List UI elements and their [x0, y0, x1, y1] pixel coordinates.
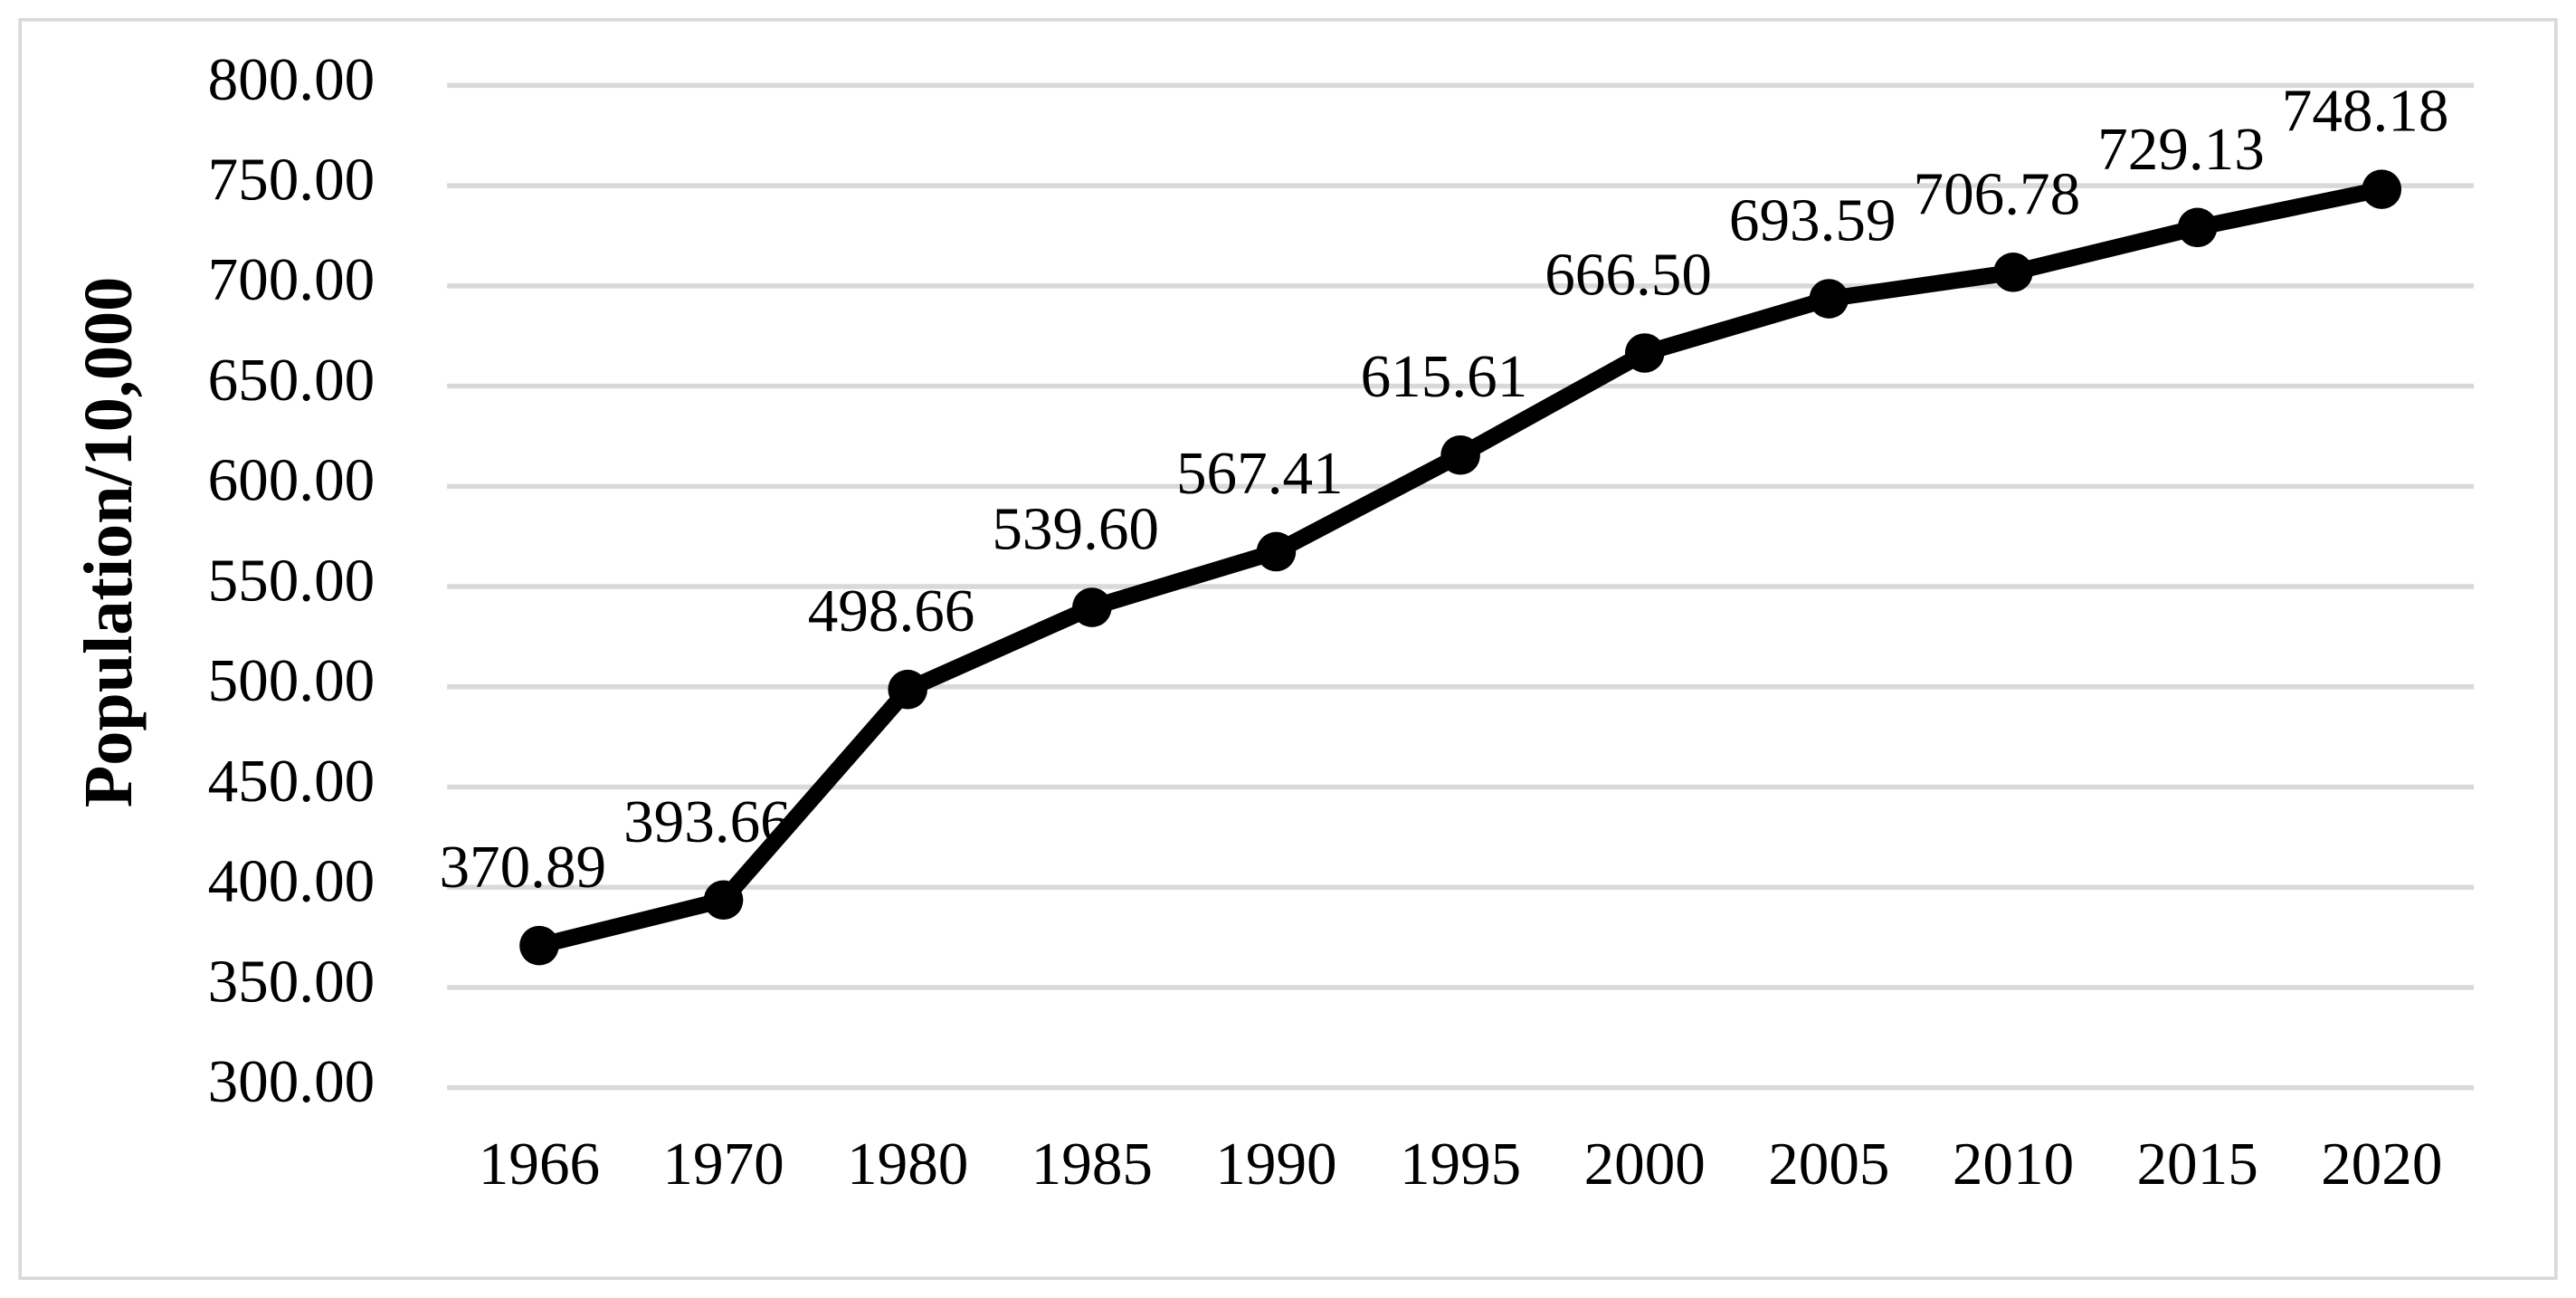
- data-label: 748.18: [2282, 77, 2449, 145]
- data-label: 539.60: [992, 495, 1159, 563]
- data-label: 729.13: [2097, 115, 2265, 183]
- marker: [519, 925, 559, 966]
- x-tick-label: 2015: [2136, 1130, 2258, 1198]
- x-tick-label: 1970: [662, 1130, 784, 1198]
- data-label: 567.41: [1176, 439, 1344, 507]
- marker: [2177, 207, 2218, 248]
- data-label: 706.78: [1913, 159, 2080, 227]
- data-label: 615.61: [1361, 342, 1528, 410]
- data-label: 693.59: [1729, 186, 1896, 254]
- data-label: 393.66: [623, 787, 791, 855]
- y-tick-label: 500.00: [208, 646, 375, 714]
- y-tick-label: 450.00: [208, 747, 375, 815]
- y-tick-label: 700.00: [208, 245, 375, 313]
- x-tick-label: 1980: [847, 1130, 968, 1198]
- y-tick-label: 400.00: [208, 847, 375, 915]
- y-tick-label: 750.00: [208, 146, 375, 214]
- marker: [703, 880, 744, 921]
- marker: [888, 669, 927, 710]
- marker: [1256, 531, 1297, 572]
- y-axis-label: Population/10,000: [71, 277, 147, 808]
- marker: [1072, 587, 1112, 627]
- data-label: 666.50: [1545, 241, 1712, 309]
- marker: [1993, 253, 2033, 292]
- marker: [1809, 279, 1849, 319]
- y-tick-label: 300.00: [208, 1047, 375, 1115]
- x-tick-label: 1966: [479, 1130, 600, 1198]
- chart-border: [18, 17, 2558, 1281]
- x-tick-label: 2005: [1768, 1130, 1889, 1198]
- marker: [1440, 434, 1480, 475]
- marker: [1624, 333, 1665, 373]
- x-tick-label: 1990: [1215, 1130, 1336, 1198]
- data-label: 370.89: [439, 833, 606, 901]
- y-tick-label: 800.00: [208, 45, 375, 113]
- y-tick-label: 600.00: [208, 446, 375, 514]
- x-tick-label: 1995: [1400, 1130, 1521, 1198]
- grid: [447, 82, 2475, 1091]
- x-tick-label: 2000: [1584, 1130, 1706, 1198]
- x-tick-label: 1985: [1031, 1130, 1153, 1198]
- x-tick-label: 2020: [2321, 1130, 2442, 1198]
- y-tick-label: 550.00: [208, 546, 375, 614]
- data-label: 498.66: [808, 577, 975, 644]
- y-tick-label: 650.00: [208, 346, 375, 414]
- marker: [2362, 169, 2402, 209]
- x-tick-label: 2010: [1953, 1130, 2074, 1198]
- y-tick-label: 350.00: [208, 947, 375, 1015]
